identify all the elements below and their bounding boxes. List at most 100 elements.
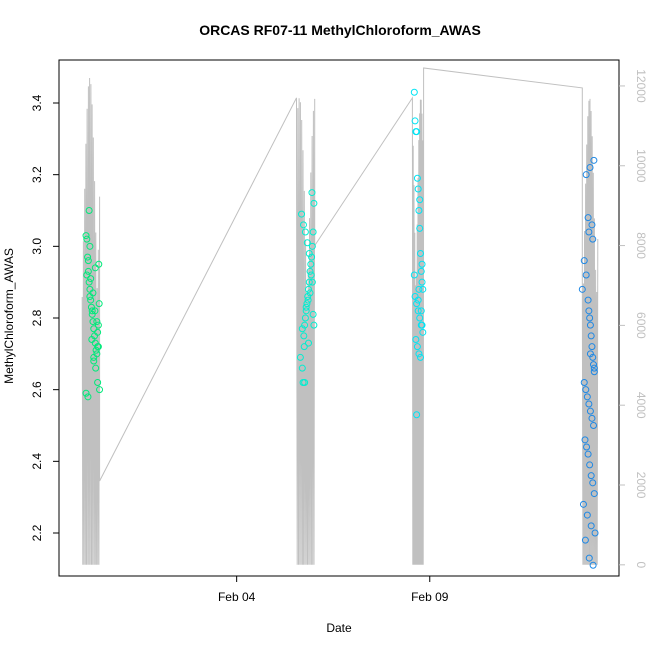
- data-point: [92, 364, 100, 372]
- y-tick-label: 2.6: [30, 381, 44, 398]
- data-point: [308, 242, 316, 250]
- y2-tick-label: 10000: [634, 149, 648, 183]
- data-point: [417, 307, 425, 315]
- data-point: [301, 228, 309, 236]
- y-axis-label: MethylChloroform_AWAS: [2, 248, 16, 384]
- data-point: [590, 156, 598, 164]
- data-point: [590, 361, 598, 369]
- y-tick-label: 2.2: [30, 524, 44, 541]
- data-point: [583, 443, 591, 451]
- data-point: [588, 343, 596, 351]
- x-tick-label: Feb 04: [218, 590, 256, 604]
- y-tick-label: 2.8: [30, 309, 44, 326]
- data-point: [410, 271, 418, 279]
- data-point: [582, 386, 590, 394]
- y2-tick-label: 8000: [634, 232, 648, 259]
- data-point: [418, 321, 426, 329]
- data-point: [91, 264, 99, 272]
- data-point: [302, 303, 310, 311]
- data-point: [579, 500, 587, 508]
- altitude-polyline: [81, 67, 599, 565]
- data-point: [87, 303, 95, 311]
- data-point: [306, 289, 314, 297]
- data-point: [580, 379, 588, 386]
- y-tick-label: 3.2: [30, 166, 44, 183]
- data-point: [588, 414, 596, 422]
- data-point: [584, 296, 592, 304]
- data-point: [583, 393, 591, 401]
- data-point: [87, 296, 95, 304]
- data-point: [305, 250, 313, 257]
- x-axis-label: Date: [326, 621, 352, 635]
- data-point: [307, 260, 315, 268]
- data-point: [582, 271, 590, 279]
- data-point: [84, 393, 92, 401]
- data-point: [586, 164, 594, 171]
- data-point: [88, 307, 96, 315]
- data-point: [581, 436, 589, 444]
- data-point: [84, 257, 92, 265]
- data-point: [589, 353, 597, 361]
- data-point: [301, 379, 309, 386]
- y2-tick-label: 4000: [634, 392, 648, 419]
- data-points: [82, 88, 599, 569]
- data-point: [584, 450, 592, 458]
- data-point: [590, 422, 598, 429]
- data-point: [590, 364, 598, 372]
- data-point: [82, 232, 90, 240]
- y-tick-label: 3.0: [30, 238, 44, 255]
- data-point: [90, 353, 98, 361]
- y2-tick-label: 6000: [634, 312, 648, 339]
- data-point: [586, 314, 594, 322]
- data-point: [298, 364, 306, 372]
- y-tick-label: 3.4: [30, 94, 44, 111]
- data-point: [414, 296, 422, 304]
- data-point: [304, 285, 312, 293]
- data-point: [310, 321, 318, 329]
- data-point: [416, 224, 424, 232]
- data-point: [84, 267, 92, 275]
- data-point: [96, 386, 104, 394]
- data-point: [590, 490, 598, 498]
- x-tick-label: Feb 09: [411, 590, 449, 604]
- data-point: [589, 479, 597, 487]
- data-point: [416, 353, 424, 361]
- data-point: [90, 325, 98, 333]
- data-point: [585, 307, 593, 315]
- data-point: [586, 321, 594, 329]
- data-point: [298, 325, 306, 333]
- data-point: [411, 117, 419, 125]
- data-point: [591, 529, 599, 537]
- data-point: [305, 278, 313, 286]
- data-point: [415, 207, 423, 214]
- data-point: [308, 189, 316, 197]
- data-point: [308, 253, 316, 261]
- data-point: [307, 271, 315, 279]
- data-point: [83, 235, 91, 243]
- data-point: [84, 253, 92, 261]
- data-point: [586, 350, 594, 358]
- data-point: [93, 318, 101, 326]
- data-point: [89, 318, 97, 326]
- data-point: [301, 314, 309, 322]
- data-point: [95, 300, 103, 308]
- data-point: [304, 293, 312, 300]
- data-point: [419, 285, 427, 293]
- data-point: [88, 336, 96, 343]
- data-point: [309, 310, 317, 318]
- data-point: [298, 210, 306, 218]
- data-point: [413, 128, 421, 136]
- data-point: [301, 321, 309, 329]
- y-tick-label: 2.4: [30, 453, 44, 470]
- data-point: [306, 267, 314, 275]
- data-point: [304, 296, 312, 304]
- data-point: [300, 332, 308, 340]
- data-point: [310, 199, 318, 207]
- data-point: [419, 328, 427, 336]
- data-point: [94, 343, 102, 351]
- data-point: [416, 250, 424, 257]
- data-point: [587, 472, 595, 480]
- data-point: [414, 307, 422, 315]
- data-point: [300, 343, 308, 351]
- data-point: [416, 196, 424, 204]
